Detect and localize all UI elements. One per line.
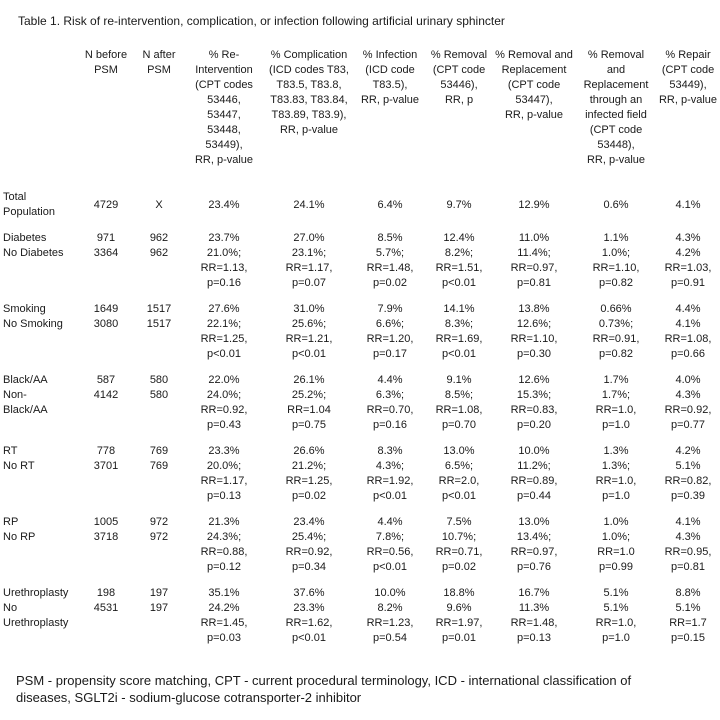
table-cell: 35.1% 24.2% RR=1.45, p=0.03 xyxy=(200,587,248,644)
table-cell: 23.3% 20.0%; RR=1.17, p=0.13 xyxy=(200,445,248,502)
table-cell: 6.4% xyxy=(377,198,403,211)
table-cell: 10.0% 11.2%; RR=0.89, p=0.44 xyxy=(510,445,558,502)
table-cell: 4.4% 6.3%; RR=0.70, p=0.16 xyxy=(366,374,414,431)
table-cell: 9.1% 8.5%; RR=1.08, p=0.70 xyxy=(435,374,483,431)
column-header: % Removal (CPT code 53446), RR, p xyxy=(430,49,488,106)
table-cell: 971 3364 xyxy=(93,232,119,259)
column-header: N before PSM xyxy=(84,49,128,76)
table-cell: 962 962 xyxy=(149,232,169,259)
table-cell: 1517 1517 xyxy=(146,303,172,330)
row-label: RP No RP xyxy=(3,516,36,543)
table-row-black-aa: Black/AA Non- Black/AA 587 4142 580 580 22.… xyxy=(3,362,719,433)
table-cell: 27.6% 22.1%; RR=1.25, p<0.01 xyxy=(200,303,248,360)
table-cell: 23.7% 21.0%; RR=1.13, p=0.16 xyxy=(200,232,248,289)
row-label: Black/AA Non- Black/AA xyxy=(3,374,48,416)
table-cell: 26.1% 25.2%; RR=1.04 p=0.75 xyxy=(287,374,331,431)
table-cell: 16.7% 11.3% RR=1.48, p=0.13 xyxy=(510,587,558,644)
table-cell: 37.6% 23.3% RR=1.62, p<0.01 xyxy=(285,587,333,644)
table-row-smoking: Smoking No Smoking 1649 3080 1517 1517 27.6… xyxy=(3,291,719,362)
column-header: N after PSM xyxy=(142,49,176,76)
table-cell: 18.8% 9.6% RR=1.97, p=0.01 xyxy=(435,587,483,644)
table-cell: 0.66% 0.73%; RR=0.91, p=0.82 xyxy=(592,303,640,360)
table-row-rt: RT No RT 778 3701 769 769 23.3% 20.0%; RR=1… xyxy=(3,433,719,504)
row-label-header xyxy=(3,48,79,168)
table-cell: 13.0% 6.5%; RR=2.0, p<0.01 xyxy=(438,445,480,502)
table-cell: 13.8% 12.6%; RR=1.10, p=0.30 xyxy=(510,303,558,360)
table-head-row: N before PSM N after PSM % Re- Interventio… xyxy=(3,48,719,168)
table-row-total-population: Total Population 4729 X 23.4% 24.1% 6.4% 9.7% 1… xyxy=(3,168,719,220)
row-label: Total Population xyxy=(3,191,55,218)
table-cell: 10.0% 8.2% RR=1.23, p=0.54 xyxy=(366,587,414,644)
column-header: % Removal and Replacement through an inf… xyxy=(583,49,649,166)
table-cell: 1.1% 1.0%; RR=1.10, p=0.82 xyxy=(592,232,640,289)
table-cell: 12.6% 15.3%; RR=0.83, p=0.20 xyxy=(510,374,558,431)
table-cell: 778 3701 xyxy=(93,445,119,472)
table-cell: 26.6% 21.2%; RR=1.25, p=0.02 xyxy=(285,445,333,502)
table-cell: 4.4% 7.8%; RR=0.56, p<0.01 xyxy=(366,516,414,573)
table-cell: 7.9% 6.6%; RR=1.20, p=0.17 xyxy=(366,303,414,360)
table-cell: 23.4% 25.4%; RR=0.92, p=0.34 xyxy=(285,516,333,573)
table-cell: 1.0% 1.0%; RR=1.0 p=0.99 xyxy=(597,516,635,573)
table-cell: 4.1% 4.3% RR=0.95, p=0.81 xyxy=(664,516,712,573)
column-header: % Re- Intervention (CPT codes 53446, 534… xyxy=(194,49,254,166)
table-cell: 4.2% 5.1% RR=0.82, p=0.39 xyxy=(664,445,712,502)
table-cell: 21.3% 24.3%; RR=0.88, p=0.12 xyxy=(200,516,248,573)
table-cell: 5.1% 5.1% RR=1.0, p=1.0 xyxy=(595,587,637,644)
table-cell: 13.0% 13.4%; RR=0.97, p=0.76 xyxy=(510,516,558,573)
table-cell: 12.9% xyxy=(518,198,550,211)
table-cell: 1.3% 1.3%; RR=1.0, p=1.0 xyxy=(595,445,637,502)
table-cell: 24.1% xyxy=(293,198,325,211)
results-table: N before PSM N after PSM % Re- Interventio… xyxy=(3,48,719,646)
table-cell: 1.7% 1.7%; RR=1.0, p=1.0 xyxy=(595,374,637,431)
column-header: % Complication (ICD codes T83, T83.5, T8… xyxy=(269,49,349,136)
column-header: % Removal and Replacement (CPT code 5344… xyxy=(495,49,573,121)
table-cell: 8.3% 4.3%; RR=1.92, p<0.01 xyxy=(366,445,414,502)
table-body: Total Population 4729 X 23.4% 24.1% 6.4% 9.7% 1… xyxy=(3,168,719,646)
table-cell: 4.0% 4.3% RR=0.92, p=0.77 xyxy=(664,374,712,431)
table-cell: 4.4% 4.1% RR=1.08, p=0.66 xyxy=(664,303,712,360)
table-cell: 14.1% 8.3%; RR=1.69, p<0.01 xyxy=(435,303,483,360)
table-cell: 4.1% xyxy=(675,198,701,211)
table-cell: 7.5% 10.7%; RR=0.71, p=0.02 xyxy=(435,516,483,573)
column-header: % Infection (ICD code T83.5), RR, p-valu… xyxy=(360,49,420,106)
footnote: PSM - propensity score matching, CPT - c… xyxy=(16,673,632,705)
table-cell: 1005 3718 xyxy=(93,516,119,543)
table-cell: 0.6% xyxy=(603,198,629,211)
table-row-rp: RP No RP 1005 3718 972 972 21.3% 24.3%; RR=… xyxy=(3,504,719,575)
table-cell: 972 972 xyxy=(149,516,169,543)
table-cell: 27.0% 23.1%; RR=1.17, p=0.07 xyxy=(285,232,333,289)
row-label: Diabetes No Diabetes xyxy=(3,232,64,259)
table-cell: 8.5% 5.7%; RR=1.48, p=0.02 xyxy=(366,232,414,289)
column-header: % Repair (CPT code 53449), RR, p-value xyxy=(658,49,718,106)
table-cell: 31.0% 25.6%; RR=1.21, p<0.01 xyxy=(285,303,333,360)
table-title: Table 1. Risk of re-intervention, compli… xyxy=(18,14,505,28)
table-cell: 1649 3080 xyxy=(93,303,119,330)
table-cell: 197 197 xyxy=(149,587,169,614)
table-cell: 580 580 xyxy=(149,374,169,401)
table-cell: 23.4% xyxy=(208,198,240,211)
table-cell: 587 4142 xyxy=(93,374,119,401)
table-cell: 11.0% 11.4%; RR=0.97, p=0.81 xyxy=(510,232,558,289)
row-label: Urethroplasty No Urethroplasty xyxy=(3,587,69,629)
table-cell: 8.8% 5.1% RR=1.7 p=0.15 xyxy=(669,587,707,644)
page: Table 1. Risk of re-intervention, compli… xyxy=(0,14,720,720)
table-cell: 22.0% 24.0%; RR=0.92, p=0.43 xyxy=(200,374,248,431)
table-cell: X xyxy=(155,198,163,211)
table-cell: 12.4% 8.2%; RR=1.51, p<0.01 xyxy=(435,232,483,289)
row-label: Smoking No Smoking xyxy=(3,303,63,330)
table-cell: 9.7% xyxy=(446,198,472,211)
table-cell: 4.3% 4.2% RR=1.03, p=0.91 xyxy=(664,232,712,289)
table-cell: 769 769 xyxy=(149,445,169,472)
table-cell: 198 4531 xyxy=(93,587,119,614)
table-row-urethroplasty: Urethroplasty No Urethroplasty 198 4531 19… xyxy=(3,575,719,646)
table-cell: 4729 xyxy=(93,198,119,211)
row-label: RT No RT xyxy=(3,445,35,472)
table-row-diabetes: Diabetes No Diabetes 971 3364 962 962 23.7%… xyxy=(3,220,719,291)
